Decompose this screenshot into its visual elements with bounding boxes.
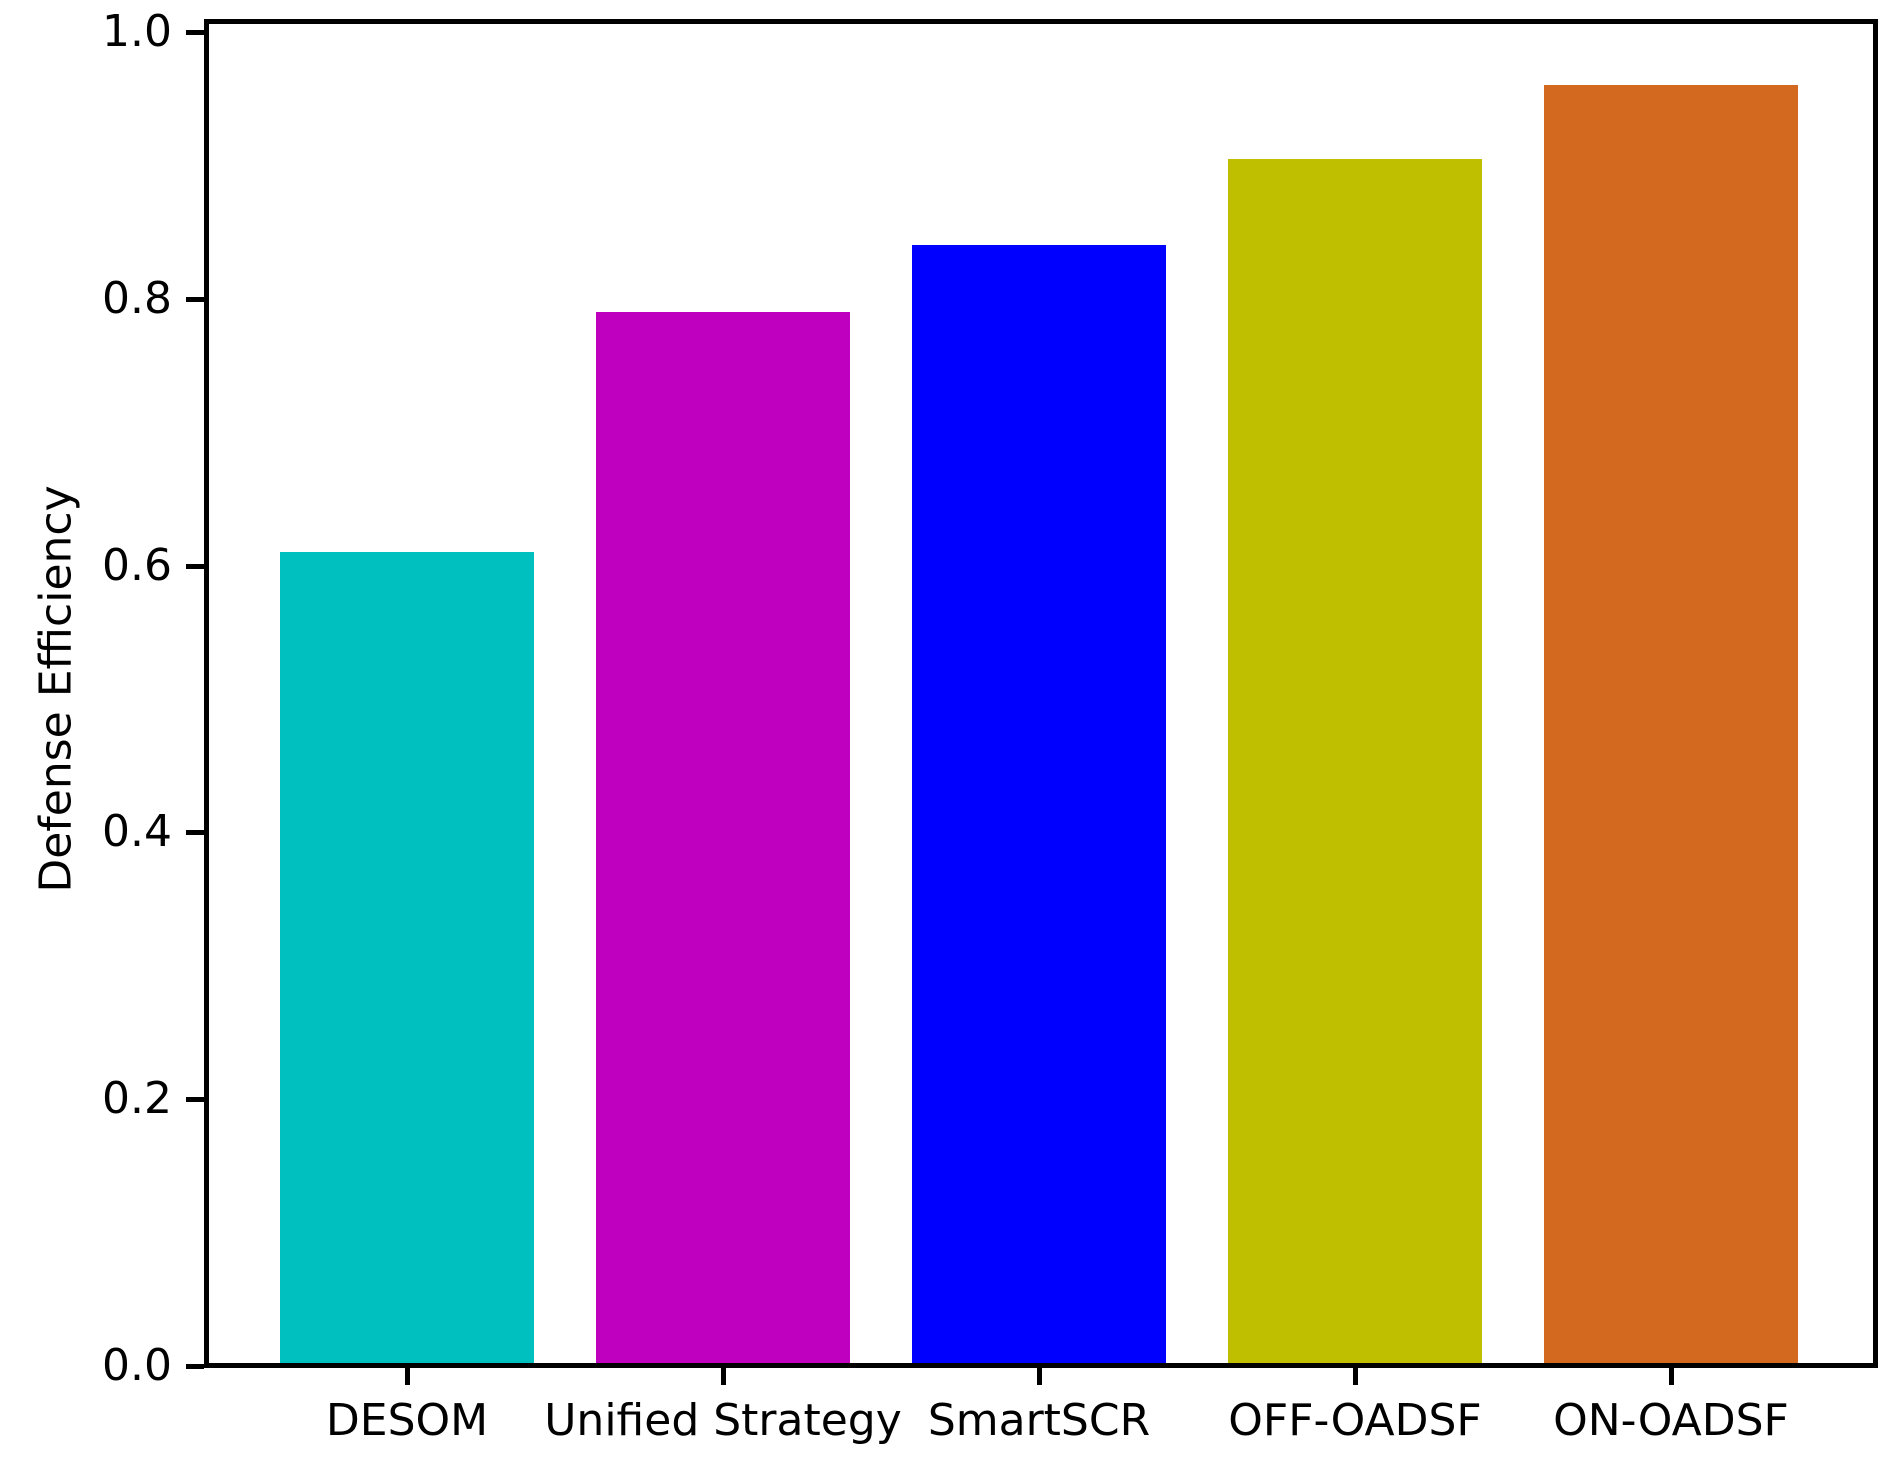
y-tick-label: 0.0 bbox=[102, 1340, 172, 1391]
y-tick-mark bbox=[186, 830, 204, 835]
right-spine bbox=[1873, 19, 1878, 1368]
x-category-label: Unified Strategy bbox=[544, 1395, 902, 1446]
left-spine bbox=[204, 19, 209, 1368]
bar-unified-strategy bbox=[596, 312, 850, 1368]
x-category-label: SmartSCR bbox=[927, 1395, 1151, 1446]
y-tick-mark bbox=[186, 564, 204, 569]
bar-smartscr bbox=[912, 245, 1166, 1368]
bar-desom bbox=[280, 552, 534, 1368]
x-tick-mark bbox=[1037, 1365, 1042, 1385]
y-tick-label: 0.6 bbox=[102, 540, 172, 591]
y-tick-mark bbox=[186, 1364, 204, 1369]
x-tick-mark bbox=[1669, 1365, 1674, 1385]
bar-on-oadsf bbox=[1544, 85, 1798, 1368]
y-tick-mark bbox=[186, 1097, 204, 1102]
y-tick-label: 0.4 bbox=[102, 806, 172, 857]
x-category-label: OFF-OADSF bbox=[1228, 1395, 1482, 1446]
y-tick-label: 0.2 bbox=[102, 1073, 172, 1124]
x-tick-mark bbox=[405, 1365, 410, 1385]
y-tick-label: 1.0 bbox=[102, 6, 172, 57]
x-category-label: ON-OADSF bbox=[1553, 1395, 1789, 1446]
y-tick-label: 0.8 bbox=[102, 273, 172, 324]
x-tick-mark bbox=[721, 1365, 726, 1385]
y-tick-mark bbox=[186, 297, 204, 302]
bar-off-oadsf bbox=[1228, 159, 1482, 1368]
x-tick-mark bbox=[1353, 1365, 1358, 1385]
y-tick-mark bbox=[186, 30, 204, 35]
top-spine bbox=[204, 19, 1878, 24]
x-category-label: DESOM bbox=[325, 1395, 489, 1446]
